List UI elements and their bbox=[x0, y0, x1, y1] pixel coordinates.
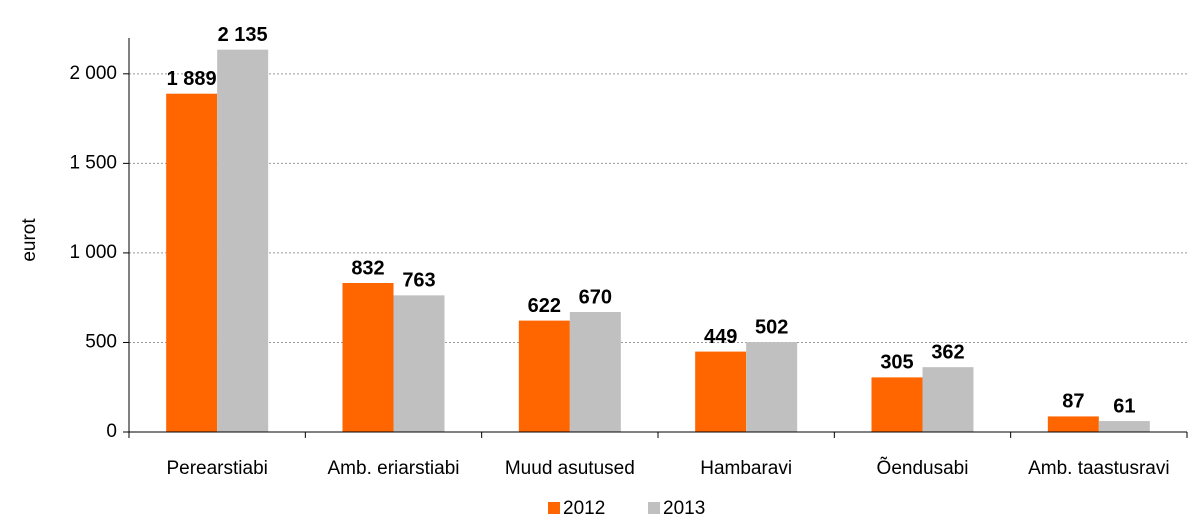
value-label: 362 bbox=[931, 341, 964, 363]
value-label: 87 bbox=[1062, 391, 1084, 413]
legend-label: 2012 bbox=[563, 498, 605, 519]
legend-swatch bbox=[648, 502, 660, 514]
value-label: 832 bbox=[351, 257, 384, 279]
bar bbox=[217, 49, 269, 433]
y-axis-label: eurot bbox=[19, 218, 40, 262]
value-label: 1 889 bbox=[167, 68, 217, 90]
bar bbox=[569, 312, 621, 432]
bar bbox=[518, 320, 570, 432]
y-tick-label: 0 bbox=[106, 421, 117, 442]
x-tick-label: Amb. eriarstiabi bbox=[328, 458, 460, 479]
value-label: 622 bbox=[528, 295, 561, 317]
y-tick-label: 1 000 bbox=[69, 242, 117, 263]
value-label: 763 bbox=[402, 270, 435, 292]
bar bbox=[746, 342, 798, 432]
value-label: 449 bbox=[704, 326, 737, 348]
bar bbox=[922, 367, 974, 432]
y-tick-label: 500 bbox=[85, 331, 117, 352]
bar bbox=[342, 282, 394, 432]
value-label: 305 bbox=[880, 352, 913, 374]
bar bbox=[1098, 421, 1150, 432]
bar bbox=[166, 93, 218, 433]
x-tick-label: Hambaravi bbox=[700, 458, 792, 479]
bar bbox=[393, 295, 445, 432]
y-tick-label: 1 500 bbox=[69, 152, 117, 173]
value-label: 2 135 bbox=[218, 24, 268, 46]
y-tick-label: 2 000 bbox=[69, 63, 117, 84]
legend-swatch bbox=[548, 502, 560, 514]
legend-label: 2013 bbox=[663, 498, 705, 519]
x-tick-label: Õendusabi bbox=[877, 457, 969, 479]
value-label: 61 bbox=[1113, 395, 1135, 417]
value-label: 670 bbox=[579, 286, 612, 308]
x-tick-label: Muud asutused bbox=[505, 458, 635, 479]
bar bbox=[1047, 416, 1099, 432]
bar bbox=[871, 377, 923, 432]
x-tick-label: Perearstiabi bbox=[166, 458, 267, 479]
bar bbox=[695, 351, 747, 432]
value-label: 502 bbox=[755, 316, 788, 338]
x-tick-label: Amb. taastusravi bbox=[1028, 458, 1170, 479]
